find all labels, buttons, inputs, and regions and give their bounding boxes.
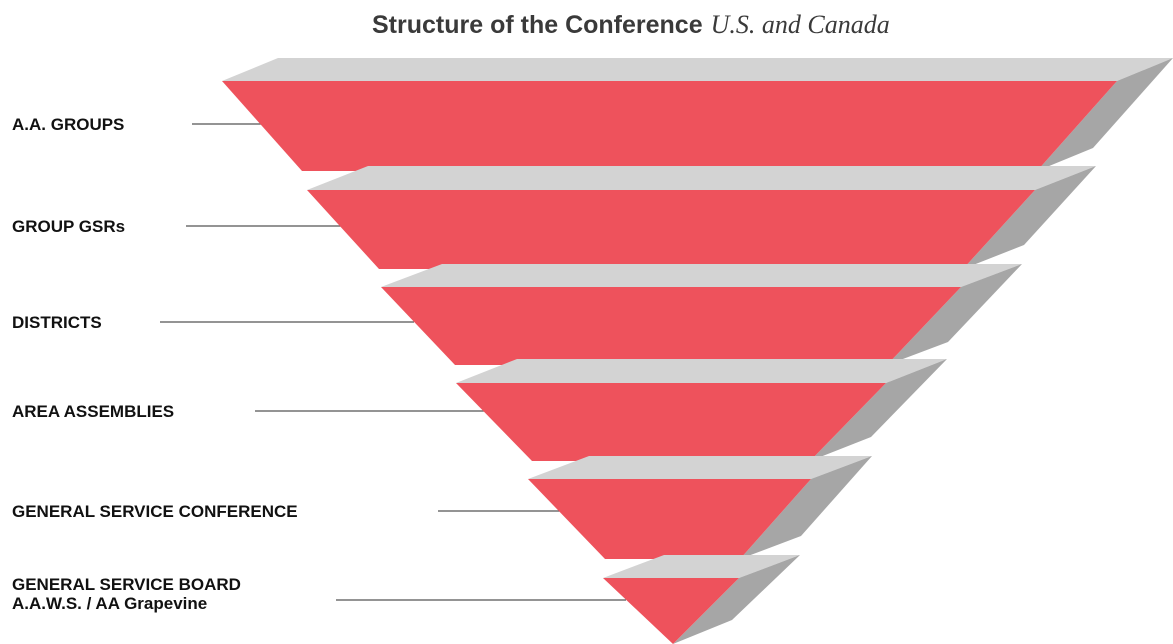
label-general-service-board: GENERAL SERVICE BOARD — [12, 575, 241, 594]
level-conference-side — [740, 456, 872, 559]
level-districts-side — [887, 264, 1022, 365]
level-group-gsrs-face — [307, 190, 1035, 269]
level-area-assemblies — [456, 359, 947, 461]
level-group-gsrs-top — [307, 166, 1096, 190]
level-group-gsrs — [307, 166, 1096, 269]
diagram-title: Structure of the Conference U.S. and Cana… — [372, 10, 890, 40]
level-board-top — [603, 555, 800, 578]
level-board-side — [673, 555, 800, 644]
level-area-assemblies-face — [456, 383, 886, 461]
level-districts-face — [381, 287, 961, 365]
level-general-service-board — [603, 555, 800, 644]
level-area-assemblies-side — [810, 359, 947, 461]
label-aa-groups: A.A. GROUPS — [12, 115, 125, 134]
level-general-service-conference — [528, 456, 872, 559]
level-conference-top — [528, 456, 872, 479]
title-main: Structure of the Conference — [372, 11, 703, 39]
label-districts: DISTRICTS — [12, 313, 102, 332]
label-group-gsrs: GROUP GSRs — [12, 217, 126, 236]
label-area-assemblies: AREA ASSEMBLIES — [12, 402, 175, 421]
level-group-gsrs-side — [963, 166, 1096, 269]
title-subtitle: U.S. and Canada — [710, 10, 890, 39]
level-aa-groups-top — [222, 58, 1173, 81]
level-conference-face — [528, 479, 811, 559]
label-general-service-conference: GENERAL SERVICE CONFERENCE — [12, 502, 298, 521]
level-aa-groups-face — [222, 81, 1117, 171]
level-area-assemblies-top — [456, 359, 947, 383]
level-aa-groups-side — [1037, 58, 1173, 171]
level-districts-top — [381, 264, 1022, 287]
label-aaws-grapevine: A.A.W.S. / AA Grapevine — [12, 594, 208, 613]
level-aa-groups — [222, 58, 1173, 171]
level-board-face — [603, 578, 739, 644]
level-districts — [381, 264, 1022, 365]
